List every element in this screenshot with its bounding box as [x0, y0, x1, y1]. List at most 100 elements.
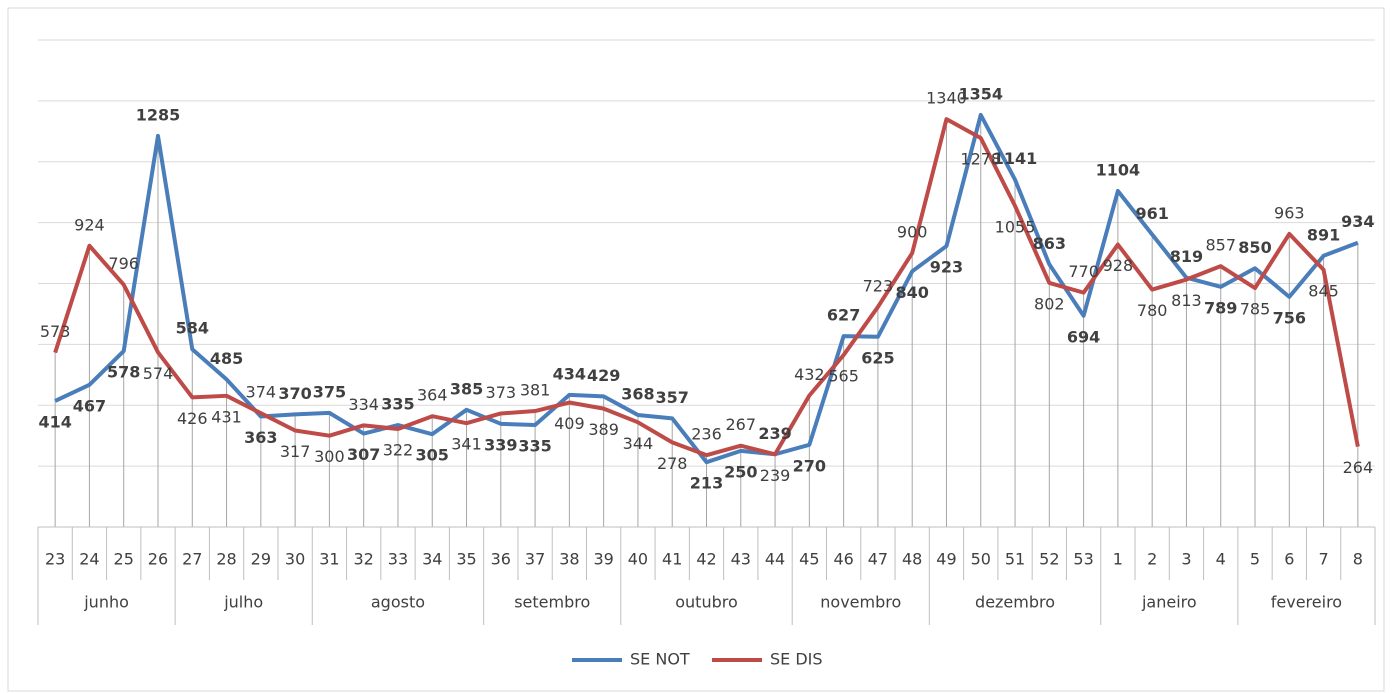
- data-label: 300: [314, 447, 345, 466]
- x-tick-label: 52: [1039, 550, 1059, 569]
- series-line: [53, 117, 1360, 458]
- data-label: 429: [587, 366, 620, 385]
- data-label: 322: [383, 440, 414, 459]
- data-label: 339: [484, 435, 517, 454]
- x-tick-label: 43: [731, 550, 751, 569]
- x-tick-label: 7: [1318, 550, 1328, 569]
- data-label: 414: [38, 412, 71, 431]
- x-tick-label: 34: [422, 550, 442, 569]
- data-label: 625: [861, 348, 894, 367]
- data-label: 756: [1273, 308, 1306, 327]
- data-label: 796: [108, 254, 139, 273]
- x-tick-label: 50: [971, 550, 991, 569]
- x-tick-label: 5: [1250, 550, 1260, 569]
- x-tick-label: 48: [902, 550, 922, 569]
- data-label: 467: [73, 396, 106, 415]
- data-label: 813: [1171, 291, 1202, 310]
- series-line: [54, 112, 1359, 465]
- x-tick-label: 49: [936, 550, 956, 569]
- data-label: 802: [1034, 294, 1065, 313]
- data-label: 789: [1204, 298, 1237, 317]
- x-tick-label: 45: [799, 550, 819, 569]
- x-group-label: outubro: [675, 593, 738, 612]
- x-tick-label: 40: [628, 550, 648, 569]
- x-tick-label: 38: [559, 550, 579, 569]
- data-label: 963: [1274, 203, 1305, 222]
- data-label: 250: [724, 462, 757, 481]
- x-tick-label: 41: [662, 550, 682, 569]
- data-label: 845: [1308, 281, 1339, 300]
- data-label: 389: [588, 420, 619, 439]
- data-label: 1354: [958, 84, 1003, 103]
- data-label: 584: [176, 319, 209, 338]
- x-tick-label: 35: [456, 550, 476, 569]
- data-label: 409: [554, 414, 585, 433]
- data-label: 1141: [993, 149, 1038, 168]
- data-label: 335: [518, 437, 551, 456]
- x-tick-label: 46: [833, 550, 853, 569]
- x-tick-label: 27: [182, 550, 202, 569]
- legend-label: SE NOT: [630, 650, 690, 669]
- data-label: 375: [313, 382, 346, 401]
- data-label: 694: [1067, 327, 1100, 346]
- data-label: 317: [280, 442, 311, 461]
- data-label: 840: [895, 283, 928, 302]
- x-tick-label: 3: [1181, 550, 1191, 569]
- data-label: 1278: [960, 150, 1001, 169]
- data-label: 368: [621, 384, 654, 403]
- x-tick-label: 42: [696, 550, 716, 569]
- x-tick-label: 1: [1113, 550, 1123, 569]
- data-label: 923: [930, 258, 963, 277]
- data-label: 307: [347, 445, 380, 464]
- data-label: 385: [450, 379, 483, 398]
- data-label: 432: [794, 365, 825, 384]
- data-label: 370: [278, 384, 311, 403]
- x-tick-label: 24: [79, 550, 99, 569]
- x-tick-label: 51: [1005, 550, 1025, 569]
- x-tick-label: 4: [1216, 550, 1226, 569]
- data-label: 374: [246, 383, 277, 402]
- data-label: 627: [827, 306, 860, 325]
- data-label: 1340: [926, 89, 967, 108]
- data-label: 270: [793, 456, 826, 475]
- data-label: 1104: [1096, 160, 1141, 179]
- data-label: 239: [758, 424, 791, 443]
- x-tick-label: 26: [148, 550, 168, 569]
- x-tick-label: 53: [1073, 550, 1093, 569]
- x-tick-label: 33: [388, 550, 408, 569]
- data-label: 770: [1068, 262, 1099, 281]
- x-tick-label: 23: [45, 550, 65, 569]
- data-label: 934: [1341, 212, 1374, 231]
- x-tick-label: 47: [868, 550, 888, 569]
- data-label: 819: [1170, 247, 1203, 266]
- x-group-label: dezembro: [975, 593, 1055, 612]
- data-label: 850: [1238, 238, 1271, 257]
- x-tick-label: 6: [1284, 550, 1294, 569]
- x-group-label: janeiro: [1141, 593, 1197, 612]
- x-tick-label: 29: [251, 550, 271, 569]
- data-label: 373: [486, 383, 517, 402]
- x-tick-label: 36: [491, 550, 511, 569]
- x-tick-label: 32: [353, 550, 373, 569]
- data-label: 961: [1135, 204, 1168, 223]
- data-label: 267: [726, 415, 757, 434]
- data-label: 891: [1307, 225, 1340, 244]
- data-label: 928: [1103, 256, 1134, 275]
- data-label: 305: [416, 446, 449, 465]
- data-label: 363: [244, 428, 277, 447]
- x-tick-label: 31: [319, 550, 339, 569]
- x-tick-label: 37: [525, 550, 545, 569]
- data-label: 236: [691, 425, 722, 444]
- data-label: 1055: [995, 217, 1036, 236]
- data-label: 239: [760, 466, 791, 485]
- data-label: 900: [897, 223, 928, 242]
- x-group-label: agosto: [371, 593, 425, 612]
- data-label: 264: [1343, 458, 1374, 477]
- data-label: 780: [1137, 301, 1168, 320]
- data-label: 857: [1205, 236, 1236, 255]
- data-label: 785: [1240, 300, 1271, 319]
- x-group-label: junho: [83, 593, 129, 612]
- data-label: 924: [74, 215, 105, 234]
- data-label: 341: [451, 435, 482, 454]
